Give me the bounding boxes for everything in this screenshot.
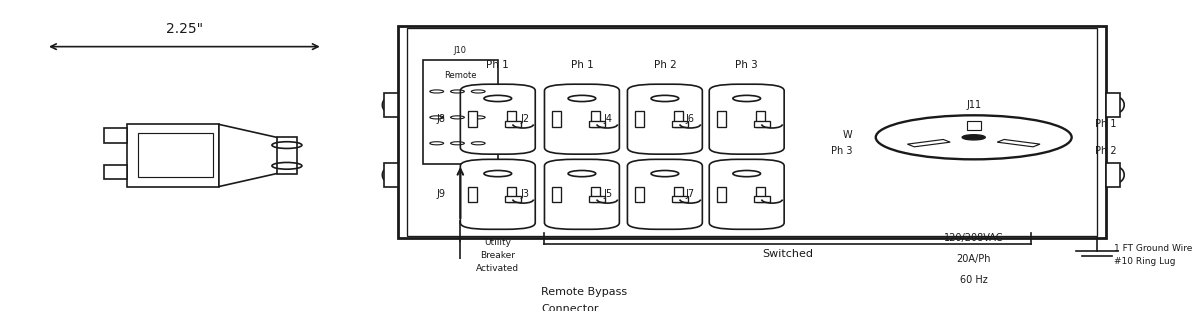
Bar (397, 26, 1106, 238)
Polygon shape (997, 139, 1040, 147)
FancyBboxPatch shape (545, 84, 619, 154)
Bar (716, 111, 726, 127)
Bar (756, 111, 766, 127)
FancyBboxPatch shape (461, 159, 535, 229)
Text: Ph 3: Ph 3 (736, 60, 758, 70)
Polygon shape (468, 290, 506, 311)
Bar (505, 196, 521, 202)
Text: Ph 2: Ph 2 (1094, 146, 1116, 156)
Bar (592, 111, 600, 127)
Text: Connector: Connector (541, 304, 599, 311)
FancyBboxPatch shape (628, 159, 702, 229)
FancyBboxPatch shape (709, 84, 784, 154)
Bar (589, 121, 605, 127)
Bar (127, 124, 218, 187)
Bar (468, 111, 478, 127)
Bar (422, 60, 498, 164)
FancyBboxPatch shape (461, 84, 535, 154)
Polygon shape (907, 139, 950, 147)
Text: Remote Bypass: Remote Bypass (541, 287, 628, 297)
Text: Ph 1: Ph 1 (570, 60, 593, 70)
Bar (716, 187, 726, 202)
Text: J8: J8 (437, 114, 445, 124)
Bar (754, 121, 769, 127)
Bar (552, 111, 562, 127)
Bar (391, 293, 406, 311)
Bar (103, 128, 127, 142)
Bar (276, 137, 298, 174)
Bar (406, 290, 468, 311)
Bar (508, 187, 516, 202)
Bar (552, 187, 562, 202)
Bar (468, 187, 478, 202)
Bar (754, 196, 769, 202)
FancyBboxPatch shape (709, 159, 784, 229)
Bar (635, 111, 644, 127)
Text: J6: J6 (685, 114, 695, 124)
Text: Utility: Utility (485, 238, 511, 247)
Text: #10 Ring Lug: #10 Ring Lug (1115, 257, 1176, 266)
Bar (506, 293, 521, 311)
Text: J4: J4 (604, 114, 612, 124)
Bar (635, 187, 644, 202)
Bar (1106, 93, 1120, 117)
Text: Breaker: Breaker (480, 251, 515, 260)
Text: J2: J2 (521, 114, 529, 124)
Text: J5: J5 (604, 189, 612, 199)
Bar (407, 28, 1097, 236)
Bar (138, 133, 214, 178)
Bar (674, 187, 683, 202)
Bar (756, 187, 766, 202)
Text: 2.25": 2.25" (166, 22, 203, 36)
Text: 120/208VAC: 120/208VAC (944, 233, 1003, 243)
Text: Activated: Activated (476, 264, 520, 273)
Circle shape (962, 135, 985, 140)
Bar (384, 93, 397, 117)
Text: W: W (844, 130, 853, 140)
Bar (384, 163, 397, 187)
Bar (589, 196, 605, 202)
Text: 20A/Ph: 20A/Ph (956, 254, 991, 264)
Text: 1 FT Ground Wire: 1 FT Ground Wire (1115, 244, 1193, 253)
Text: Ph 3: Ph 3 (832, 146, 853, 156)
FancyBboxPatch shape (628, 84, 702, 154)
Text: J11: J11 (966, 100, 982, 110)
Bar (505, 121, 521, 127)
Text: Ph 1: Ph 1 (1094, 119, 1116, 129)
Bar (672, 121, 688, 127)
Text: Ph 2: Ph 2 (654, 60, 677, 70)
Text: J3: J3 (521, 189, 529, 199)
Bar (103, 165, 127, 179)
Text: 60 Hz: 60 Hz (960, 275, 988, 285)
Text: J9: J9 (437, 189, 445, 199)
Polygon shape (218, 124, 294, 187)
Text: J7: J7 (685, 189, 695, 199)
Bar (1106, 163, 1120, 187)
Bar (674, 111, 683, 127)
Text: Remote: Remote (444, 71, 476, 80)
Text: Switched: Switched (762, 249, 814, 259)
Text: Ph 1: Ph 1 (486, 60, 509, 70)
Bar (508, 111, 516, 127)
Text: J10: J10 (454, 46, 467, 55)
FancyBboxPatch shape (545, 159, 619, 229)
Bar (592, 187, 600, 202)
Polygon shape (967, 121, 980, 130)
Bar (672, 196, 688, 202)
